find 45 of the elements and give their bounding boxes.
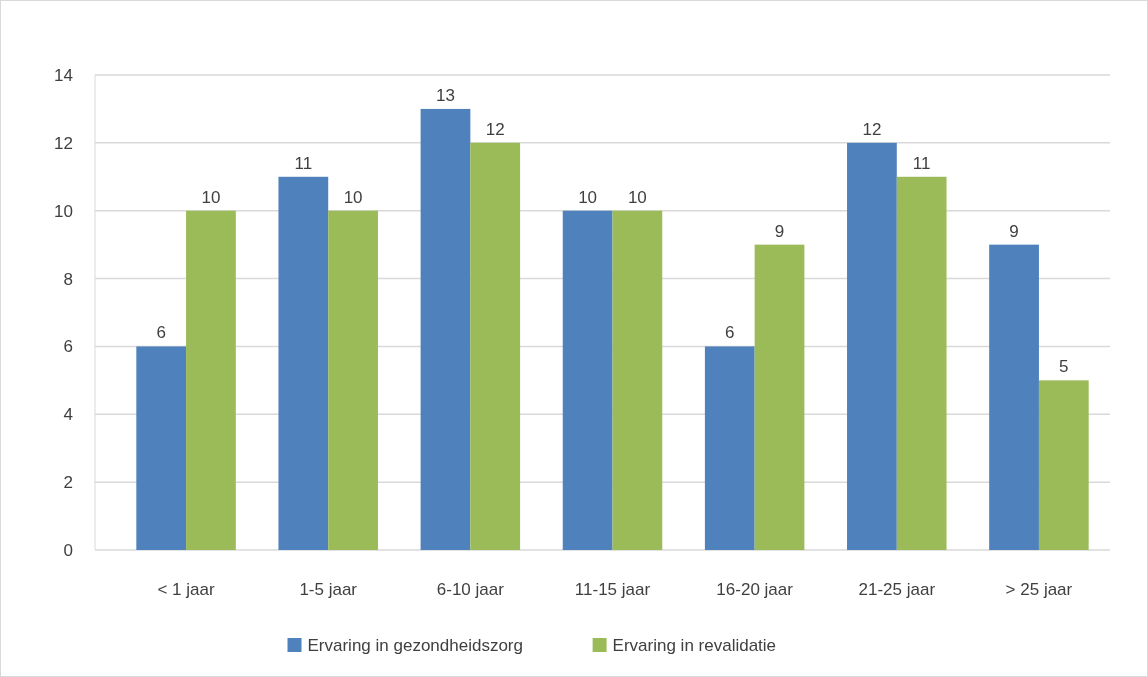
x-tick-label: 11-15 jaar	[574, 580, 651, 599]
data-label: 10	[201, 187, 221, 207]
bar	[562, 210, 613, 550]
y-tick-label: 8	[63, 269, 73, 289]
data-label: 11	[294, 153, 313, 173]
y-tick-label: 0	[63, 540, 73, 560]
bar	[186, 210, 236, 550]
data-label: 6	[725, 323, 735, 343]
x-tick-label: > 25 jaar	[1005, 580, 1073, 599]
data-label: 5	[1059, 357, 1069, 377]
y-tick-label: 10	[54, 201, 73, 221]
y-tick-label: 12	[54, 133, 73, 153]
data-label: 9	[774, 221, 785, 241]
bar	[328, 210, 378, 550]
y-tick-label: 2	[63, 473, 73, 493]
bar	[612, 210, 663, 550]
data-label: 11	[912, 153, 931, 173]
data-label: 12	[862, 119, 882, 139]
bar	[136, 346, 187, 550]
x-tick-label: 16-20 jaar	[716, 580, 794, 599]
bar	[420, 108, 471, 550]
y-tick-label: 6	[63, 337, 73, 357]
data-label: 13	[436, 85, 455, 105]
data-label: 10	[578, 187, 598, 207]
legend-label: Ervaring in gezondheidszorg	[307, 635, 523, 655]
bar	[754, 244, 805, 550]
bar	[1038, 380, 1089, 550]
y-tick-label: 14	[54, 65, 73, 85]
x-tick-label: < 1 jaar	[157, 580, 215, 599]
bar	[896, 176, 947, 550]
data-label: 10	[343, 187, 363, 207]
x-tick-label: 21-25 jaar	[858, 580, 936, 599]
bar	[989, 244, 1039, 550]
data-label: 6	[156, 323, 166, 343]
bar	[278, 176, 329, 550]
bar	[470, 142, 521, 550]
data-label: 9	[1009, 221, 1019, 241]
legend-label: Ervaring in revalidatie	[612, 635, 777, 655]
x-tick-label: 1-5 jaar	[299, 580, 358, 599]
x-tick-label: 6-10 jaar	[436, 580, 505, 599]
bar	[704, 346, 755, 550]
bar	[847, 142, 897, 550]
data-label: 12	[485, 119, 505, 139]
data-label: 10	[627, 187, 647, 207]
y-tick-label: 4	[63, 405, 73, 425]
